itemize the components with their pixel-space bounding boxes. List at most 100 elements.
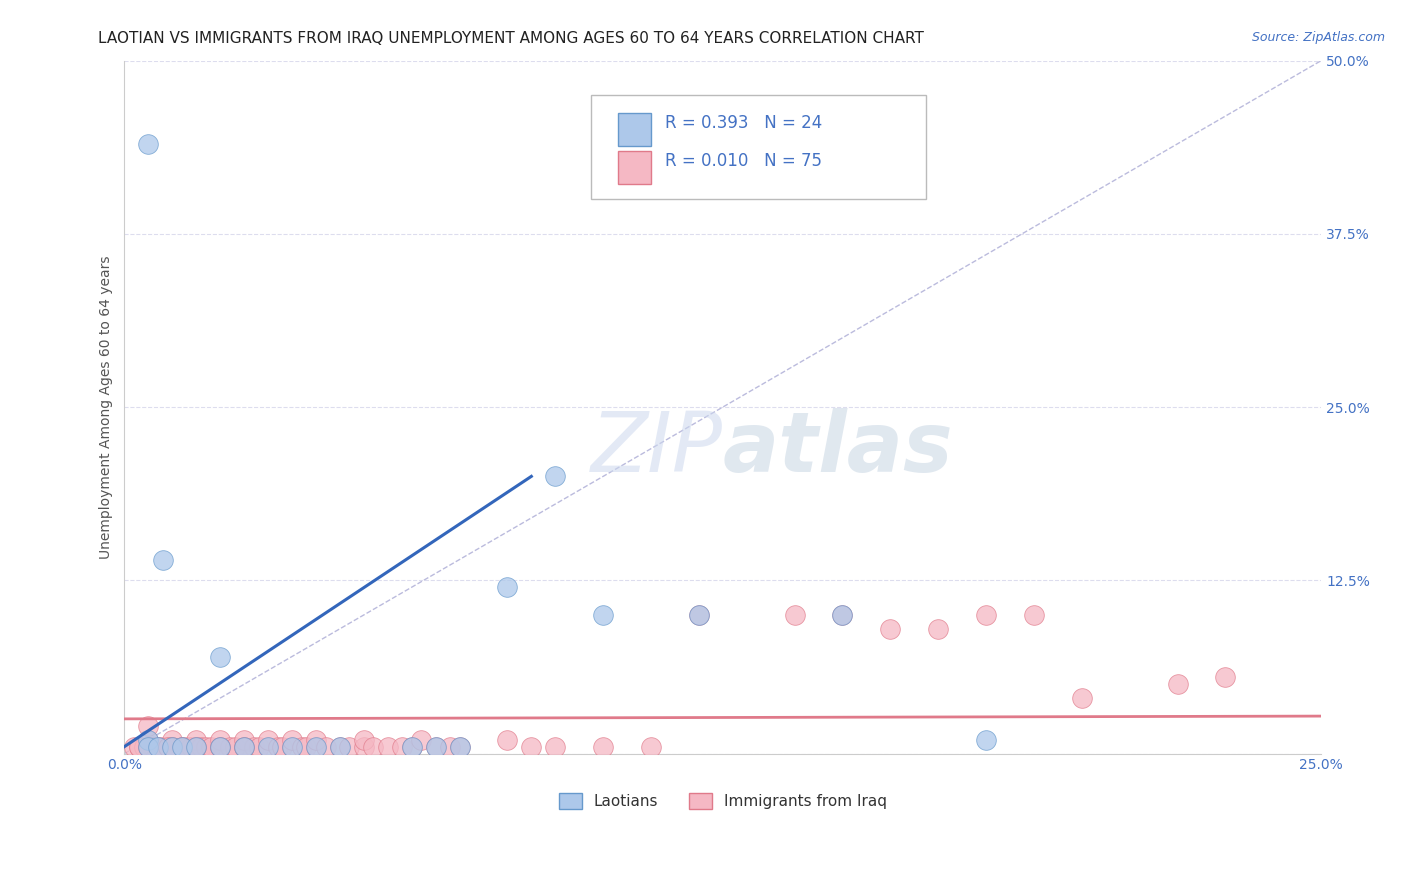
Point — [194, 739, 217, 754]
Point — [377, 739, 399, 754]
Point — [401, 739, 423, 754]
Text: atlas: atlas — [723, 409, 953, 489]
Point — [233, 732, 256, 747]
Point — [186, 739, 208, 754]
Point — [425, 739, 447, 754]
Point — [209, 739, 232, 754]
Point — [592, 607, 614, 622]
Point — [128, 739, 150, 754]
Point — [305, 732, 328, 747]
Point — [138, 136, 160, 151]
Point — [218, 739, 240, 754]
Point — [180, 739, 202, 754]
Point — [170, 739, 193, 754]
Point — [295, 739, 318, 754]
Point — [186, 739, 208, 754]
Point — [233, 739, 256, 754]
Point — [1070, 691, 1092, 706]
Point — [315, 739, 337, 754]
Point — [146, 739, 169, 754]
Point — [138, 739, 160, 754]
Point — [353, 732, 375, 747]
Point — [401, 739, 423, 754]
Point — [783, 607, 806, 622]
Point — [927, 622, 949, 636]
Point — [138, 732, 160, 747]
Point — [142, 739, 165, 754]
Point — [305, 739, 328, 754]
Point — [688, 607, 710, 622]
Point — [224, 739, 246, 754]
Point — [496, 732, 519, 747]
Point — [176, 739, 198, 754]
Point — [411, 732, 433, 747]
Point — [544, 469, 567, 483]
Point — [391, 739, 413, 754]
Point — [162, 739, 184, 754]
Point — [128, 739, 150, 754]
Point — [209, 649, 232, 664]
Point — [281, 732, 304, 747]
Point — [496, 580, 519, 594]
FancyBboxPatch shape — [617, 151, 651, 184]
Point — [186, 732, 208, 747]
Point — [146, 739, 169, 754]
Point — [152, 739, 174, 754]
Point — [281, 739, 304, 754]
Point — [329, 739, 352, 754]
Point — [209, 739, 232, 754]
Point — [425, 739, 447, 754]
Y-axis label: Unemployment Among Ages 60 to 64 years: Unemployment Among Ages 60 to 64 years — [100, 255, 114, 558]
Point — [122, 739, 145, 754]
Point — [138, 739, 160, 754]
Point — [363, 739, 385, 754]
Point — [974, 607, 997, 622]
Point — [138, 719, 160, 733]
Point — [138, 732, 160, 747]
Point — [974, 732, 997, 747]
Text: R = 0.010   N = 75: R = 0.010 N = 75 — [665, 153, 823, 170]
Point — [520, 739, 543, 754]
Point — [170, 739, 193, 754]
Point — [271, 739, 294, 754]
FancyBboxPatch shape — [591, 95, 927, 199]
Point — [162, 739, 184, 754]
Point — [162, 739, 184, 754]
Point — [186, 739, 208, 754]
Point — [247, 739, 270, 754]
Point — [688, 607, 710, 622]
Point — [156, 739, 179, 754]
Point — [233, 739, 256, 754]
Point — [257, 739, 280, 754]
Point — [305, 739, 328, 754]
Text: R = 0.393   N = 24: R = 0.393 N = 24 — [665, 114, 823, 132]
Point — [138, 739, 160, 754]
Point — [592, 739, 614, 754]
Point — [190, 739, 212, 754]
Legend: Laotians, Immigrants from Iraq: Laotians, Immigrants from Iraq — [553, 787, 893, 815]
Point — [152, 552, 174, 566]
Point — [879, 622, 901, 636]
Point — [831, 607, 853, 622]
Point — [132, 739, 155, 754]
Text: Source: ZipAtlas.com: Source: ZipAtlas.com — [1251, 31, 1385, 45]
Point — [257, 732, 280, 747]
Point — [640, 739, 662, 754]
Point — [544, 739, 567, 754]
Point — [1167, 677, 1189, 691]
Point — [146, 739, 169, 754]
Point — [353, 739, 375, 754]
Point — [1022, 607, 1045, 622]
FancyBboxPatch shape — [617, 112, 651, 146]
Point — [200, 739, 222, 754]
Point — [290, 739, 312, 754]
Text: ZIP: ZIP — [591, 409, 723, 489]
Text: LAOTIAN VS IMMIGRANTS FROM IRAQ UNEMPLOYMENT AMONG AGES 60 TO 64 YEARS CORRELATI: LAOTIAN VS IMMIGRANTS FROM IRAQ UNEMPLOY… — [98, 31, 924, 46]
Point — [156, 739, 179, 754]
Point — [449, 739, 471, 754]
Point — [257, 739, 280, 754]
Point — [1215, 670, 1237, 684]
Point — [339, 739, 361, 754]
Point — [162, 732, 184, 747]
Point — [449, 739, 471, 754]
